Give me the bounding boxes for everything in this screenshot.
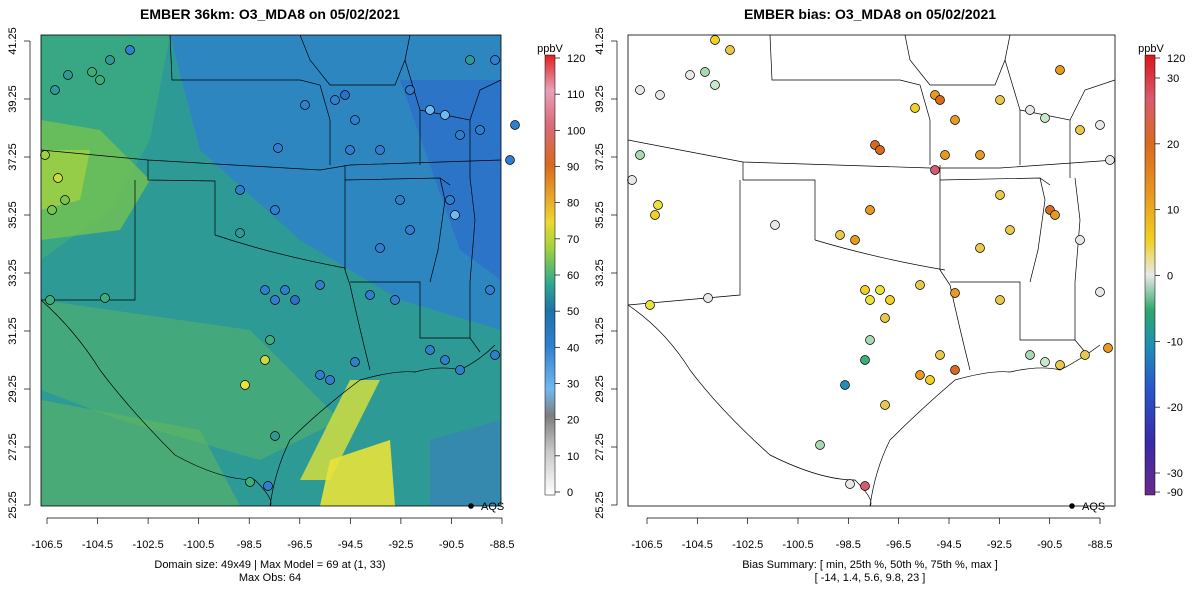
right-colorbar-ticks: -90 -30 -20 -10 0 10 20 30 120 <box>1155 53 1185 499</box>
right-colorbar-tick-label: -20 <box>1167 402 1183 414</box>
left-colorbar-tick-label: 30 <box>567 379 579 391</box>
left-x-axis: -106.5 -104.5 -102.5 -100.5 -98.5 -96.5 -94.5 -… <box>31 517 515 551</box>
right-x-tick-label: -102.5 <box>732 539 763 551</box>
right-y-tick-label: 31.25 <box>594 317 606 345</box>
left-x-tick-label: -90.5 <box>439 539 464 551</box>
left-x-tick-label: -100.5 <box>183 539 214 551</box>
right-panel: EMBER bias: O3_MDA8 on 05/02/2021 <box>594 6 1185 584</box>
right-y-axis: 25.25 27.25 29.25 31.25 33.25 35.25 37.25 39.25… <box>594 27 618 519</box>
left-colorbar-tick-label: 50 <box>567 306 579 318</box>
left-x-tick-label: -94.5 <box>338 539 363 551</box>
right-x-tick-label: -104.5 <box>682 539 713 551</box>
left-caption-line1: Domain size: 49x49 | Max Model = 69 at (… <box>154 559 385 571</box>
right-x-axis: -106.5 -104.5 -102.5 -100.5 -98.5 -96.5 -94.5 -… <box>631 517 1113 551</box>
left-colorbar-unit: ppbV <box>537 43 563 55</box>
right-y-tick-label: 29.25 <box>594 375 606 403</box>
right-colorbar-unit: ppbV <box>1138 43 1164 55</box>
right-y-tick-label: 33.25 <box>594 259 606 287</box>
left-y-tick-label: 39.25 <box>7 85 19 113</box>
right-colorbar-tick-label: -30 <box>1167 468 1183 480</box>
left-x-tick-label: -102.5 <box>133 539 164 551</box>
right-caption-line1: Bias Summary: [ min, 25th %, 50th %, 75t… <box>742 559 998 571</box>
right-y-tick-label: 39.25 <box>594 85 606 113</box>
right-y-tick-label: 25.25 <box>594 491 606 519</box>
left-aqs-points <box>40 45 520 491</box>
right-y-tick-label: 27.25 <box>594 433 606 461</box>
left-colorbar-tick-label: 0 <box>567 487 573 499</box>
left-y-tick-label: 37.25 <box>7 143 19 171</box>
right-y-tick-label: 35.25 <box>594 201 606 229</box>
right-map-frame <box>627 34 1116 507</box>
left-x-tick-label: -106.5 <box>31 539 62 551</box>
left-colorbar-tick-label: 20 <box>567 415 579 427</box>
left-y-tick-label: 25.25 <box>7 491 19 519</box>
left-x-tick-label: -92.5 <box>388 539 413 551</box>
left-y-tick-label: 29.25 <box>7 375 19 403</box>
right-legend-label: AQS <box>1082 501 1105 513</box>
left-colorbar-ticks: 0 10 20 30 40 50 60 70 80 90 100 110 120 <box>555 53 585 499</box>
left-colorbar-tick-label: 100 <box>567 125 585 137</box>
left-y-tick-label: 41.25 <box>7 27 19 55</box>
right-x-tick-label: -96.5 <box>886 539 911 551</box>
right-x-tick-label: -90.5 <box>1037 539 1062 551</box>
right-colorbar-tick-label: 30 <box>1167 73 1179 85</box>
left-colorbar-tick-label: 90 <box>567 162 579 174</box>
left-colorbar-tick-label: 120 <box>567 53 585 65</box>
left-panel: EMBER 36km: O3_MDA8 on 05/02/2021 <box>7 6 585 584</box>
right-x-tick-label: -100.5 <box>782 539 813 551</box>
left-y-tick-label: 31.25 <box>7 317 19 345</box>
left-legend-marker <box>468 503 474 509</box>
right-colorbar-tick-label: 20 <box>1167 139 1179 151</box>
left-legend-label: AQS <box>481 501 504 513</box>
right-colorbar-tick-label: 10 <box>1167 205 1179 217</box>
right-caption-line2: [ -14, 1.4, 5.6, 9.8, 23 ] <box>815 572 926 584</box>
right-x-tick-label: -94.5 <box>936 539 961 551</box>
right-colorbar <box>1144 54 1156 496</box>
right-map-background <box>628 35 1115 506</box>
right-colorbar-tick-label: 0 <box>1167 271 1173 283</box>
right-x-tick-label: -98.5 <box>836 539 861 551</box>
left-caption-line2: Max Obs: 64 <box>239 572 301 584</box>
left-state-boundaries <box>41 35 501 506</box>
right-colorbar-tick-label: -10 <box>1167 336 1183 348</box>
right-legend-marker <box>1069 503 1075 509</box>
right-y-tick-label: 37.25 <box>594 143 606 171</box>
left-colorbar-tick-label: 80 <box>567 198 579 210</box>
right-title: EMBER bias: O3_MDA8 on 05/02/2021 <box>744 6 996 22</box>
right-colorbar-tick-label: 120 <box>1167 53 1185 65</box>
left-colorbar-tick-label: 10 <box>567 451 579 463</box>
left-colorbar-tick-label: 40 <box>567 342 579 354</box>
left-y-tick-label: 27.25 <box>7 433 19 461</box>
right-x-tick-label: -92.5 <box>987 539 1012 551</box>
left-title: EMBER 36km: O3_MDA8 on 05/02/2021 <box>140 6 400 22</box>
right-colorbar-tick-label: -90 <box>1167 487 1183 499</box>
left-x-tick-label: -96.5 <box>287 539 312 551</box>
left-x-tick-label: -104.5 <box>82 539 113 551</box>
left-x-tick-label: -88.5 <box>489 539 514 551</box>
left-y-tick-label: 33.25 <box>7 259 19 287</box>
left-y-tick-label: 35.25 <box>7 201 19 229</box>
left-colorbar-tick-label: 60 <box>567 270 579 282</box>
left-colorbar-tick-label: 110 <box>567 89 585 101</box>
right-bias-points <box>627 35 1115 491</box>
left-colorbar <box>544 54 556 496</box>
left-map-frame <box>40 34 502 507</box>
right-x-tick-label: -88.5 <box>1087 539 1112 551</box>
left-y-axis: 25.25 27.25 29.25 31.25 33.25 35.25 37.25 39.25… <box>7 27 31 519</box>
left-colorbar-tick-label: 70 <box>567 234 579 246</box>
right-x-tick-label: -106.5 <box>631 539 662 551</box>
left-x-tick-label: -98.5 <box>237 539 262 551</box>
right-y-tick-label: 41.25 <box>594 27 606 55</box>
